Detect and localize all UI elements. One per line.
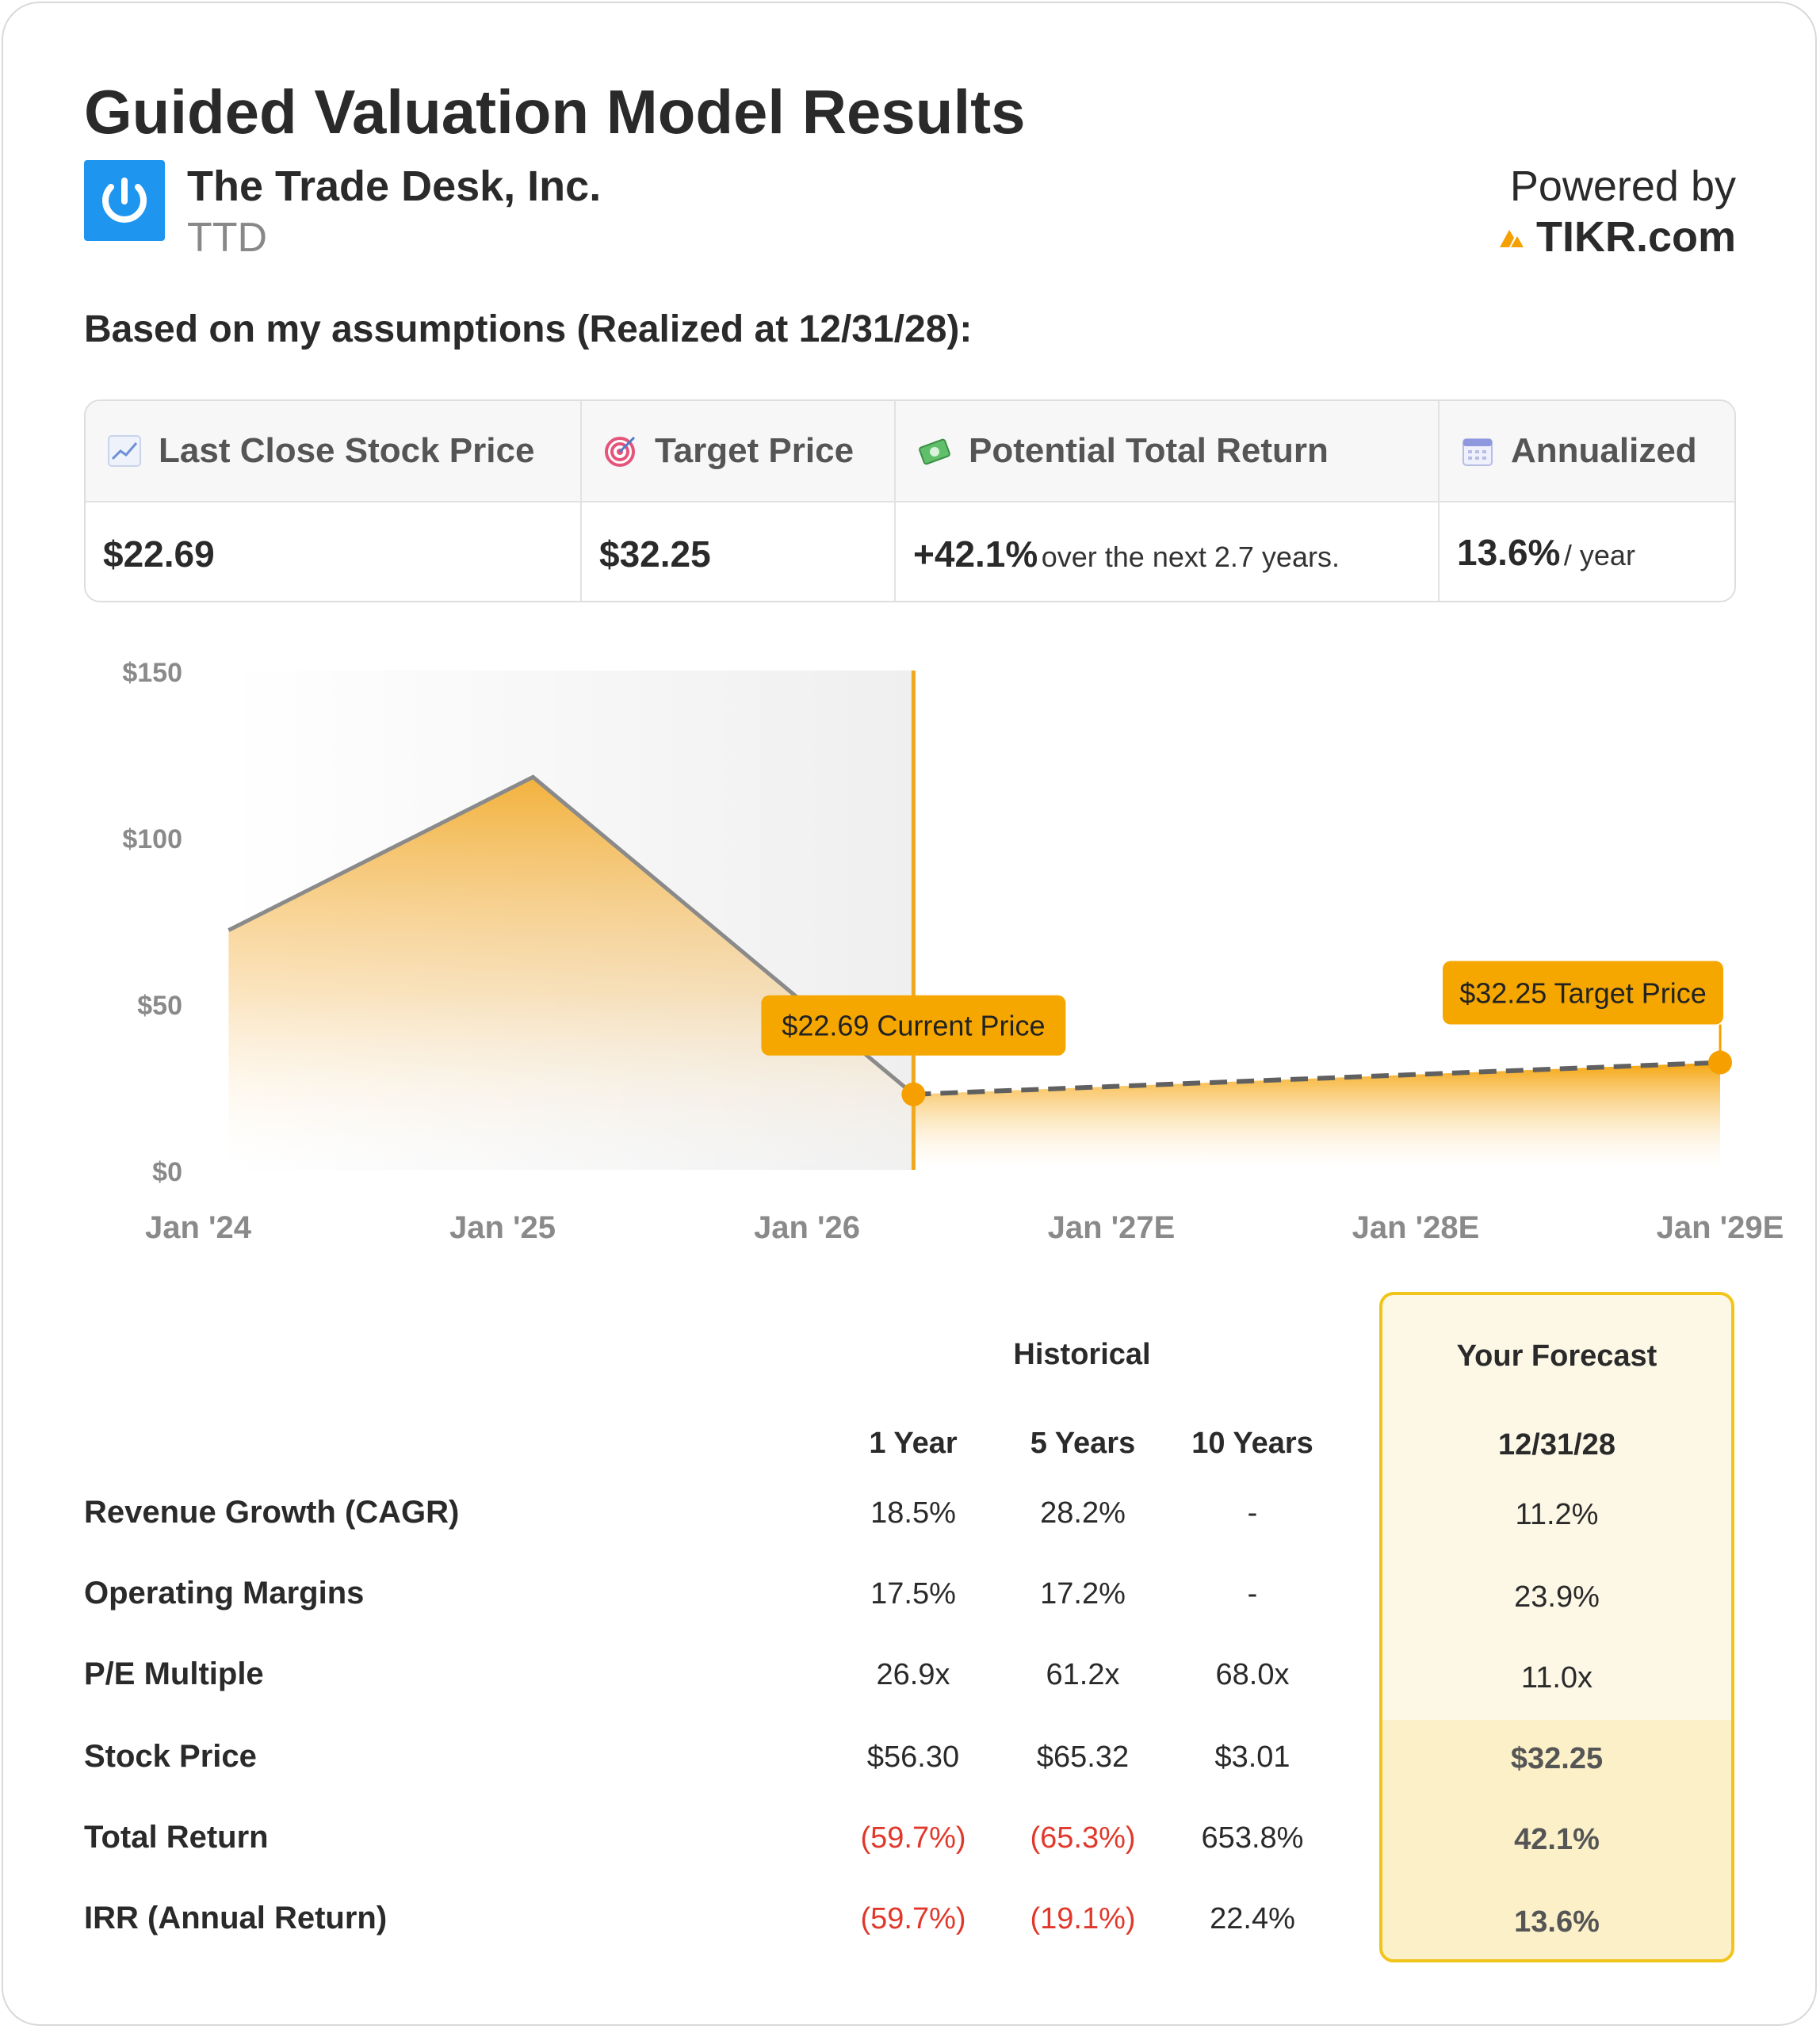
x-tick-label: Jan '27E [1048,1210,1176,1245]
period-5-years: 5 Years [1030,1427,1136,1460]
metric-last-close: Last Close Stock Price $22.69 [103,431,535,575]
forecast-header: Your Forecast [1456,1339,1658,1373]
row-label-total-return: Total Return [84,1820,269,1855]
page-title: Guided Valuation Model Results [84,77,1026,147]
brand-link[interactable]: TIKR.com [1498,212,1736,262]
forecast-cell: $32.25 [1510,1742,1604,1775]
table-cell: 18.5% [870,1496,956,1530]
total-return-suffix: over the next 2.7 years. [1041,541,1340,573]
row-label-irr: IRR (Annual Return) [84,1901,388,1935]
last-close-value: $22.69 [103,533,215,575]
chart-up-icon [108,435,141,467]
forecast-column [1379,1292,1734,1962]
target-price-value: $32.25 [599,533,711,575]
total-return-value: +42.1% [913,533,1038,575]
forecast-results-band [1382,1720,1731,1959]
historical-header: Historical [1013,1338,1151,1371]
company-name: The Trade Desk, Inc. [187,162,602,210]
table-cell: $56.30 [866,1741,960,1774]
powered-by-label: Powered by [1509,162,1736,210]
metrics-summary-table: Last Close Stock Price $22.69 Target Pri… [84,399,1736,602]
metric-target-price: Target Price $32.25 [580,401,894,601]
metric-annualized: Annualized 13.6% / year [1438,401,1734,601]
x-tick-label: Jan '28E [1352,1210,1480,1245]
metric-total-return: Potential Total Return +42.1% over the n… [894,401,1438,601]
forecast-area [913,1062,1720,1170]
x-tick-label: Jan '26 [754,1210,860,1245]
row-label-stock-price: Stock Price [84,1739,257,1774]
y-tick-label: $100 [122,824,182,854]
table-cell: - [1247,1577,1258,1611]
row-label-pe-multiple: P/E Multiple [84,1656,264,1691]
table-cell: 28.2% [1040,1496,1126,1530]
row-label-operating-margins: Operating Margins [84,1576,365,1611]
forecast-cell: 23.9% [1514,1580,1600,1614]
ticker-symbol: TTD [187,215,268,261]
table-cell: $65.32 [1036,1741,1130,1774]
table-cell: 26.9x [876,1658,950,1691]
forecast-cell: 11.2% [1515,1498,1599,1531]
table-cell: (59.7%) [860,1821,966,1855]
target-price-point[interactable] [1708,1050,1732,1075]
forecast-date: 12/31/28 [1498,1428,1615,1462]
table-cell: 17.2% [1040,1577,1126,1611]
table-cell: $3.01 [1214,1741,1290,1774]
table-cell: 22.4% [1210,1902,1295,1935]
table-cell: (19.1%) [1030,1902,1136,1935]
metrics-header-row [86,401,1734,502]
row-label-revenue-growth: Revenue Growth (CAGR) [84,1495,460,1530]
target-icon [605,436,636,467]
table-cell: 17.5% [870,1577,956,1611]
target-price-callout: $32.25 Target Price [1443,961,1723,1025]
current-price-callout: $22.69 Current Price [761,995,1066,1056]
table-cell: - [1247,1496,1258,1530]
target-price-label: $32.25 Target Price [1459,977,1707,1010]
price-chart: $150 $100 $50 $0 Jan '24 Jan '25 Jan '26 Jan '… [122,658,1784,1245]
annualized-value: 13.6% [1457,532,1561,573]
y-tick-label: $50 [137,991,182,1021]
current-price-point[interactable] [901,1082,926,1106]
calendar-icon [1462,438,1493,466]
brand-name: TIKR.com [1535,213,1736,261]
historical-price-line [228,774,916,1096]
table-cell: 68.0x [1215,1658,1290,1691]
period-1-year: 1 Year [869,1427,958,1460]
power-icon [102,178,147,223]
y-tick-label: $150 [122,658,182,688]
forecast-cell: 13.6% [1514,1905,1600,1939]
company-logo [84,160,165,241]
historical-area [228,777,914,1170]
y-tick-label: $0 [152,1157,182,1187]
table-cell: (65.3%) [1030,1821,1136,1855]
table-cell: 653.8% [1201,1821,1304,1855]
money-icon [919,438,950,465]
table-cell: (59.7%) [860,1902,966,1935]
current-price-label: $22.69 Current Price [782,1010,1045,1042]
tikr-logo-icon [1499,230,1524,247]
forecast-cell: 11.0x [1520,1661,1593,1695]
x-tick-label: Jan '24 [145,1210,252,1245]
x-tick-label: Jan '29E [1657,1210,1784,1245]
period-10-years: 10 Years [1191,1427,1313,1460]
forecast-cell: 42.1% [1514,1823,1600,1856]
annualized-suffix: / year [1563,539,1635,571]
assumptions-subtitle: Based on my assumptions (Realized at 12/… [84,308,973,350]
table-cell: 61.2x [1046,1658,1120,1691]
x-tick-label: Jan '25 [449,1210,556,1245]
